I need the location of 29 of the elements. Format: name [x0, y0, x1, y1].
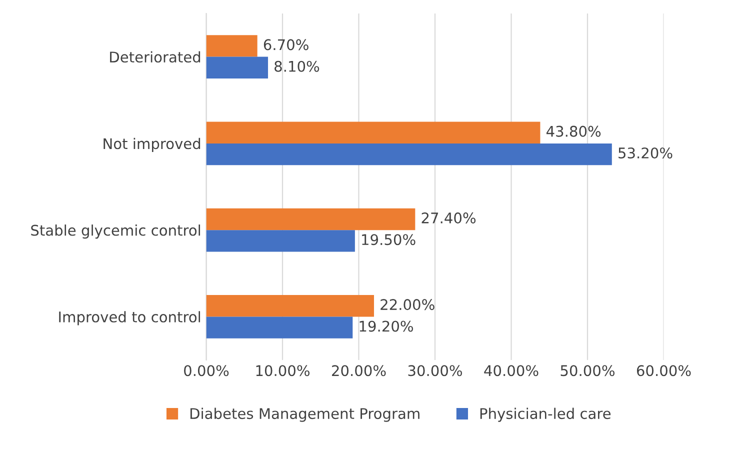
bar [206, 316, 353, 338]
bar [206, 122, 540, 144]
bar [206, 295, 374, 317]
x-tick-label: 50.00% [560, 365, 614, 376]
x-tick-label: 60.00% [636, 365, 691, 376]
x-tick-label: 20.00% [332, 365, 386, 376]
y-tick-label: Not improved [104, 138, 200, 152]
x-tick-label: 10.00% [256, 365, 310, 376]
data-label: 53.20% [618, 147, 672, 158]
data-label: 19.50% [362, 234, 416, 246]
legend-label: Physician-led care [480, 408, 611, 422]
x-tick-label: 0.00% [184, 365, 229, 376]
bar [206, 208, 416, 230]
data-label: 19.20% [360, 320, 414, 332]
x-tick-label: 40.00% [484, 365, 538, 376]
y-tick-label: Improved to control [59, 311, 200, 326]
x-tick-label: 30.00% [408, 365, 462, 376]
data-label: 8.10% [274, 60, 320, 72]
data-label: 27.40% [422, 212, 476, 224]
data-label: 22.00% [380, 299, 434, 310]
bar [206, 143, 612, 166]
legend-label: Diabetes Management Program [190, 408, 420, 422]
data-label: 6.70% [264, 39, 308, 50]
bar [206, 56, 268, 78]
y-tick-label: Deteriorated [110, 51, 200, 63]
y-tick-label: Stable glycemic control [31, 224, 200, 239]
data-label: 43.80% [546, 126, 601, 137]
bar [206, 230, 355, 252]
bar [206, 35, 258, 57]
